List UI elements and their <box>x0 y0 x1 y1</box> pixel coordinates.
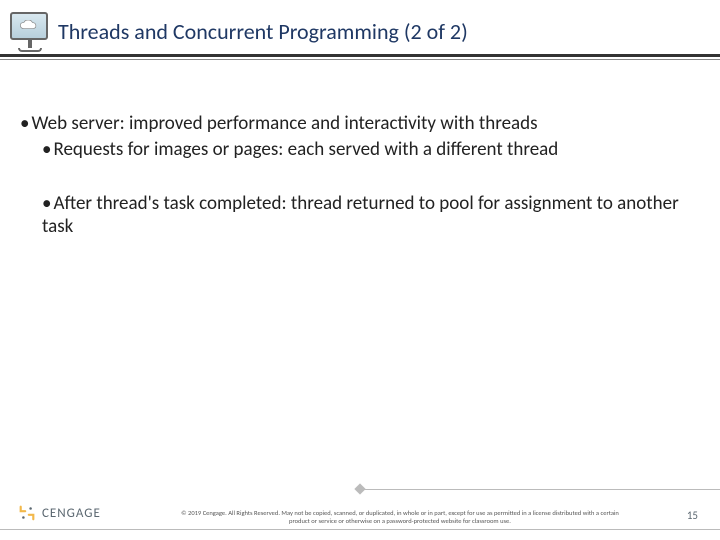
divider-thin <box>0 59 720 60</box>
bullet-text: After thread's task completed: thread re… <box>42 192 679 239</box>
monitor-neck-icon <box>28 40 32 48</box>
slide-title: Threads and Concurrent Programming (2 of… <box>58 18 468 45</box>
spacer <box>20 164 700 192</box>
bullet-level1: •Web server: improved performance and in… <box>20 112 700 136</box>
bullet-level2: •Requests for images or pages: each serv… <box>42 138 700 162</box>
cloud-icon <box>18 20 40 32</box>
cengage-mark-icon <box>18 504 36 522</box>
copyright-text: © 2019 Cengage. All Rights Reserved. May… <box>180 510 620 526</box>
brand-name: CENGAGE <box>42 506 101 521</box>
page-number: 15 <box>687 509 698 522</box>
footer-divider-top <box>360 489 720 490</box>
divider-thick <box>0 54 720 57</box>
slide-content: •Web server: improved performance and in… <box>20 112 700 241</box>
slide-header: Threads and Concurrent Programming (2 of… <box>0 12 720 66</box>
footer-divider-bottom <box>0 529 720 530</box>
bullet-text: Web server: improved performance and int… <box>31 112 537 135</box>
monitor-cloud-icon <box>8 12 52 60</box>
bullet-text: Requests for images or pages: each serve… <box>53 138 558 161</box>
monitor-base-icon <box>18 48 42 52</box>
bullet-level2: •After thread's task completed: thread r… <box>42 192 700 240</box>
brand-logo: CENGAGE <box>18 504 101 522</box>
slide-footer: CENGAGE © 2019 Cengage. All Rights Reser… <box>0 484 720 540</box>
slide: Threads and Concurrent Programming (2 of… <box>0 0 720 540</box>
monitor-screen-icon <box>10 12 48 40</box>
